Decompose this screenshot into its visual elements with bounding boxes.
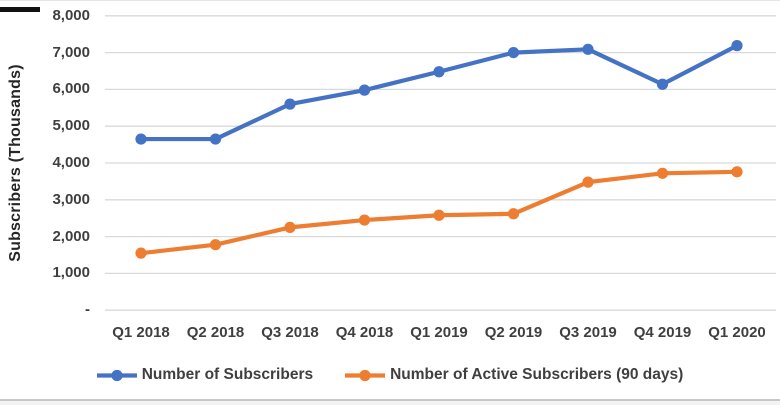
data-point: [358, 84, 371, 96]
data-point: [507, 47, 520, 59]
data-point: [209, 239, 222, 251]
y-tick-label: 2,000: [52, 227, 90, 245]
y-tick-label: 8,000: [52, 6, 90, 24]
y-tick-label: 4,000: [52, 154, 90, 171]
top-edge-line: [0, 0, 780, 1]
crop-artifact-bar: [0, 7, 40, 12]
data-point: [358, 214, 371, 226]
data-point: [209, 133, 222, 145]
data-point: [582, 43, 594, 55]
legend-label: Number of Subscribers: [141, 366, 314, 383]
y-tick-label: -: [85, 301, 90, 319]
series-line-0: [138, 43, 740, 142]
x-tick-label: Q2 2019: [484, 324, 543, 341]
x-tick-label: Q1 2019: [410, 324, 468, 341]
legend-marker-icon: [345, 369, 386, 381]
chart-legend: Number of Subscribers Number of Active Su…: [0, 362, 780, 388]
data-point: [507, 208, 520, 220]
x-tick-label: Q3 2018: [261, 324, 319, 341]
y-tick-label: 3,000: [52, 190, 90, 208]
legend-item-1: Number of Active Subscribers (90 days): [345, 366, 683, 384]
data-point: [284, 98, 296, 110]
y-tick-label: 7,000: [52, 43, 90, 61]
x-tick-label: Q4 2019: [633, 324, 692, 341]
x-tick-label: Q4 2018: [335, 324, 394, 341]
legend-label: Number of Active Subscribers (90 days): [390, 366, 684, 383]
data-point: [656, 78, 669, 90]
x-tick-label: Q1 2020: [708, 324, 766, 341]
x-tick-label: Q1 2018: [112, 324, 170, 341]
x-tick-label: Q3 2019: [559, 324, 617, 341]
data-point: [135, 133, 147, 145]
y-tick-label: 1,000: [52, 264, 90, 282]
legend-item-0: Number of Subscribers: [96, 366, 314, 384]
y-tick-label: 6,000: [52, 80, 90, 98]
bottom-edge-band: [0, 401, 780, 405]
data-point: [731, 166, 743, 178]
data-point: [433, 66, 445, 78]
data-point: [731, 40, 743, 52]
data-point: [656, 167, 669, 179]
legend-marker-icon: [96, 369, 137, 381]
bottom-edge-line: [0, 399, 780, 401]
y-tick-label: 5,000: [52, 117, 90, 135]
data-point: [582, 176, 594, 188]
x-tick-label: Q2 2018: [186, 324, 245, 341]
data-point: [433, 209, 445, 221]
data-point: [284, 221, 296, 233]
data-point: [135, 247, 147, 259]
